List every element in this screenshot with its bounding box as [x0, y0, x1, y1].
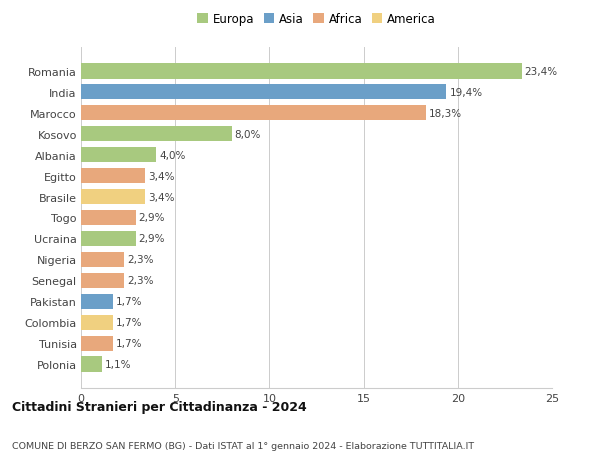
Text: 19,4%: 19,4%: [449, 87, 482, 97]
Bar: [81, 357, 102, 372]
Bar: [81, 168, 145, 184]
Legend: Europa, Asia, Africa, America: Europa, Asia, Africa, America: [197, 13, 436, 26]
Text: 2,9%: 2,9%: [139, 234, 165, 244]
Text: 1,7%: 1,7%: [116, 339, 142, 349]
Text: 1,1%: 1,1%: [104, 359, 131, 369]
Bar: [81, 84, 446, 100]
Bar: [81, 294, 113, 310]
Text: 4,0%: 4,0%: [159, 150, 185, 160]
Text: 8,0%: 8,0%: [235, 129, 261, 139]
Bar: [81, 106, 426, 121]
Text: 18,3%: 18,3%: [428, 108, 462, 118]
Bar: [81, 252, 124, 268]
Text: 2,9%: 2,9%: [139, 213, 165, 223]
Bar: [81, 231, 136, 247]
Bar: [81, 273, 124, 289]
Text: 1,7%: 1,7%: [116, 318, 142, 328]
Text: 3,4%: 3,4%: [148, 192, 175, 202]
Bar: [81, 315, 113, 330]
Text: 23,4%: 23,4%: [524, 67, 558, 77]
Text: 3,4%: 3,4%: [148, 171, 175, 181]
Text: 2,3%: 2,3%: [127, 255, 154, 265]
Text: Cittadini Stranieri per Cittadinanza - 2024: Cittadini Stranieri per Cittadinanza - 2…: [12, 400, 307, 413]
Bar: [81, 64, 522, 79]
Text: 1,7%: 1,7%: [116, 297, 142, 307]
Bar: [81, 336, 113, 352]
Bar: [81, 147, 157, 163]
Bar: [81, 126, 232, 142]
Text: COMUNE DI BERZO SAN FERMO (BG) - Dati ISTAT al 1° gennaio 2024 - Elaborazione TU: COMUNE DI BERZO SAN FERMO (BG) - Dati IS…: [12, 441, 474, 450]
Text: 2,3%: 2,3%: [127, 276, 154, 286]
Bar: [81, 189, 145, 205]
Bar: [81, 210, 136, 226]
